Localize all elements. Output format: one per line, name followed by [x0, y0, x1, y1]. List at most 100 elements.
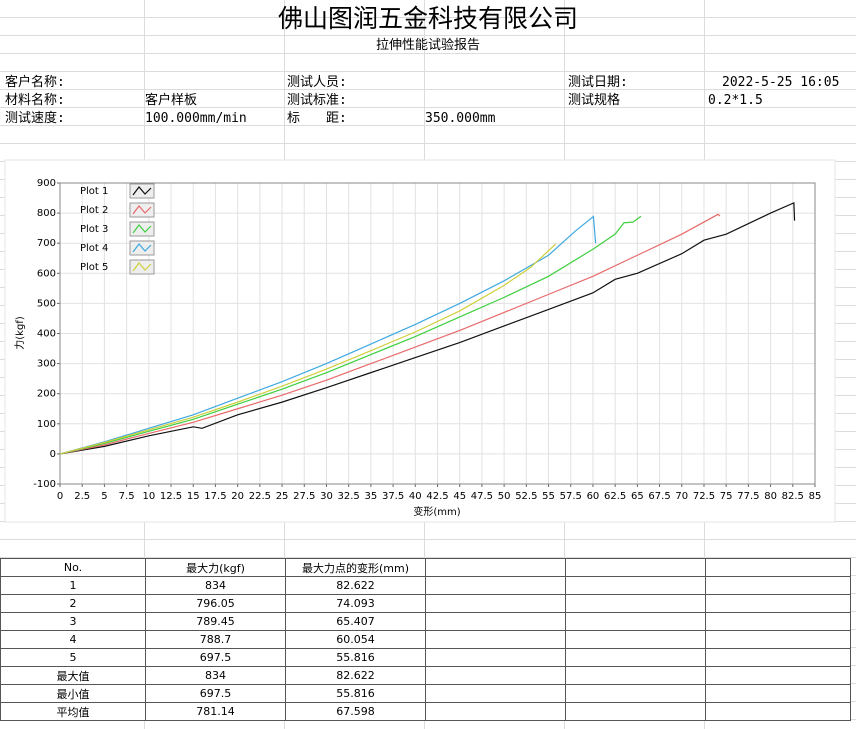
info-label: 客户名称: — [5, 75, 65, 90]
x-tick-label: 55 — [542, 491, 555, 502]
table-cell: 5 — [0, 648, 146, 667]
table-cell — [565, 576, 706, 595]
table-cell: 781.14 — [145, 702, 286, 721]
y-axis-label: 力(kgf) — [13, 316, 26, 350]
table-cell — [565, 702, 706, 721]
table-row: 平均值 781.14 67.598 — [0, 702, 851, 721]
info-label: 测试人员: — [287, 75, 347, 90]
x-tick-label: 52.5 — [515, 491, 537, 502]
table-cell: 最小值 — [0, 684, 146, 703]
info-value: 0.2*1.5 — [708, 93, 763, 108]
x-tick-label: 25 — [276, 491, 289, 502]
info-label: 测试规格 — [568, 93, 621, 108]
table-cell: 789.45 — [145, 612, 286, 631]
table-cell — [425, 648, 566, 667]
table-cell: 788.7 — [145, 630, 286, 649]
table-cell — [705, 558, 851, 577]
x-tick-label: 75 — [720, 491, 733, 502]
info-value: 2022-5-25 16:05 — [722, 75, 840, 90]
chart: 力(kgf) 变形(mm) -1000100200300400500600700… — [4, 159, 836, 523]
table-row: 最小值 697.5 55.816 — [0, 684, 851, 703]
table-cell — [425, 576, 566, 595]
table-cell — [565, 666, 706, 685]
x-tick-label: 65 — [631, 491, 644, 502]
x-tick-label: 0 — [57, 491, 63, 502]
table-cell — [425, 702, 566, 721]
table-cell: 65.407 — [285, 612, 426, 631]
table-row: 3 789.45 65.407 — [0, 612, 851, 631]
table-cell: 82.622 — [285, 666, 426, 685]
y-tick-label: 800 — [37, 208, 56, 219]
table-cell: 2 — [0, 594, 146, 613]
y-tick-label: 700 — [37, 238, 56, 249]
x-tick-label: 60 — [587, 491, 600, 502]
table-cell: 55.816 — [285, 684, 426, 703]
report-title: 佛山图润五金科技有限公司 — [277, 4, 578, 33]
x-tick-label: 82.5 — [782, 491, 804, 502]
table-cell — [425, 612, 566, 631]
report-subtitle: 拉伸性能试验报告 — [375, 38, 480, 53]
x-tick-label: 45 — [453, 491, 466, 502]
table-cell — [425, 594, 566, 613]
y-tick-label: 200 — [37, 389, 56, 400]
table-cell: 834 — [145, 576, 286, 595]
x-tick-label: 5 — [101, 491, 107, 502]
x-tick-label: 7.5 — [119, 491, 135, 502]
info-label: 测试速度: — [5, 111, 65, 126]
table-row: 2 796.05 74.093 — [0, 594, 851, 613]
table-cell: 最大值 — [0, 666, 146, 685]
x-tick-label: 77.5 — [737, 491, 759, 502]
data-line — [59, 243, 557, 455]
table-cell — [565, 594, 706, 613]
data-line — [59, 215, 642, 455]
x-tick-label: 27.5 — [293, 491, 315, 502]
table-cell: 67.598 — [285, 702, 426, 721]
x-tick-label: 57.5 — [560, 491, 582, 502]
legend-label: Plot 5 — [80, 262, 108, 273]
table-cell — [705, 702, 851, 721]
legend-label: Plot 4 — [80, 243, 108, 254]
info-value: 350.000mm — [425, 111, 496, 126]
table-cell: 平均值 — [0, 702, 146, 721]
x-tick-label: 67.5 — [648, 491, 670, 502]
data-line — [59, 213, 721, 455]
table-row: 4 788.7 60.054 — [0, 630, 851, 649]
x-tick-label: 42.5 — [426, 491, 448, 502]
x-tick-label: 17.5 — [204, 491, 226, 502]
legend-line — [132, 262, 152, 272]
table-cell: 74.093 — [285, 594, 426, 613]
table-row: 最大值 834 82.622 — [0, 666, 851, 685]
table-cell — [705, 648, 851, 667]
table-cell: 4 — [0, 630, 146, 649]
table-row: 1 834 82.622 — [0, 576, 851, 595]
table-cell — [425, 666, 566, 685]
y-tick-label: 500 — [37, 298, 56, 309]
table-cell — [705, 684, 851, 703]
plot-border — [59, 182, 816, 485]
x-tick-label: 72.5 — [693, 491, 715, 502]
table-cell: 796.05 — [145, 594, 286, 613]
table-cell — [705, 594, 851, 613]
table-cell: 60.054 — [285, 630, 426, 649]
x-tick-label: 70 — [675, 491, 688, 502]
x-axis-label: 变形(mm) — [413, 505, 460, 518]
table-cell: 3 — [0, 612, 146, 631]
y-tick-label: 400 — [37, 329, 56, 340]
info-label: 标 距: — [287, 111, 347, 126]
table-cell — [565, 612, 706, 631]
y-tick-label: 0 — [50, 449, 56, 460]
x-tick-label: 30 — [320, 491, 333, 502]
info-value: 100.000mm/min — [145, 111, 247, 126]
table-cell: 1 — [0, 576, 146, 595]
info-label: 测试日期: — [568, 75, 628, 90]
result-table: No. 最大力(kgf) 最大力点的变形(mm) 1 834 82.622 2 796.05 7… — [0, 558, 851, 721]
info-value: 客户样板 — [145, 93, 198, 108]
legend-line — [132, 205, 152, 215]
table-cell — [425, 630, 566, 649]
table-cell: 最大力点的变形(mm) — [285, 558, 426, 577]
table-row: No. 最大力(kgf) 最大力点的变形(mm) — [0, 558, 851, 577]
x-tick-label: 37.5 — [382, 491, 404, 502]
table-cell: No. — [0, 558, 146, 577]
legend-line — [132, 224, 152, 234]
